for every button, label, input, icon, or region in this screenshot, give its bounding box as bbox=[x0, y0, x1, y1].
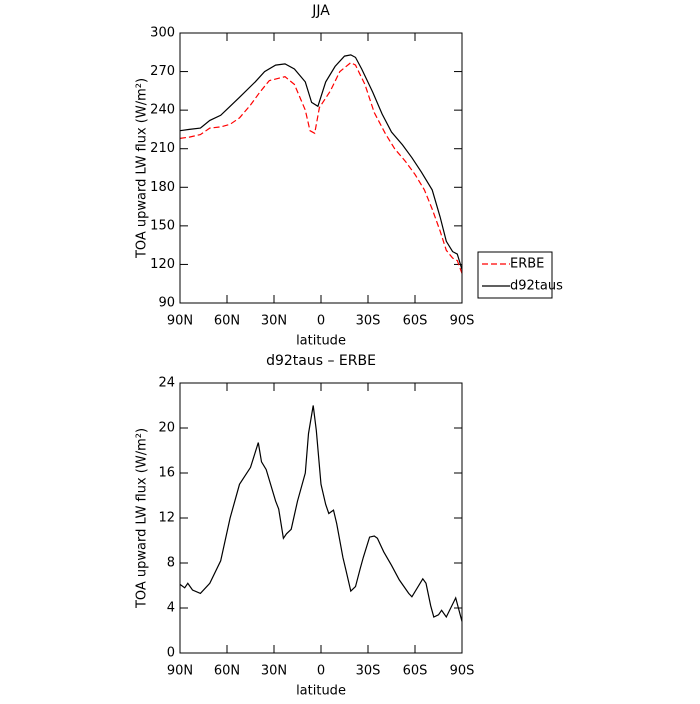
y-tick-label: 300 bbox=[150, 26, 175, 41]
data-line bbox=[179, 405, 463, 622]
y-tick-label: 150 bbox=[150, 218, 175, 233]
x-tick-label: 90S bbox=[450, 314, 475, 329]
y-tick-label: 90 bbox=[158, 296, 175, 311]
chart-panel: JJA latitude TOA upward LW flux (W/m²) 90 12… bbox=[135, 3, 564, 349]
y-tick-label: 12 bbox=[158, 511, 175, 526]
plot-frame bbox=[179, 32, 463, 304]
x-tick-label: 60S bbox=[403, 314, 428, 329]
x-tick-label: 90S bbox=[450, 664, 475, 679]
y-tick-label: 24 bbox=[158, 376, 175, 391]
chart-title: JJA bbox=[311, 3, 330, 19]
y-tick-label: 120 bbox=[150, 257, 175, 272]
x-tick-label: 0 bbox=[317, 664, 325, 679]
legend-label: d92taus bbox=[510, 279, 563, 294]
plot-frame bbox=[179, 382, 463, 654]
chart-panel: d92taus – ERBE latitude TOA upward LW flux… bbox=[135, 353, 475, 699]
x-tick-label: 30S bbox=[356, 664, 381, 679]
y-tick-label: 4 bbox=[167, 601, 175, 616]
y-tick-label: 0 bbox=[167, 646, 175, 661]
chart-title: d92taus – ERBE bbox=[266, 353, 376, 369]
y-tick-label: 8 bbox=[167, 556, 175, 571]
x-tick-label: 0 bbox=[317, 314, 325, 329]
x-tick-label: 60N bbox=[214, 314, 240, 329]
x-tick-label: 60S bbox=[403, 664, 428, 679]
y-tick-label: 240 bbox=[150, 103, 175, 118]
y-tick-label: 16 bbox=[158, 466, 175, 481]
legend-box bbox=[477, 251, 553, 299]
y-tick-label: 20 bbox=[158, 421, 175, 436]
x-tick-label: 60N bbox=[214, 664, 240, 679]
x-tick-label: 30N bbox=[261, 664, 287, 679]
y-axis-label: TOA upward LW flux (W/m²) bbox=[135, 428, 150, 609]
y-tick-label: 210 bbox=[150, 141, 175, 156]
x-tick-label: 30N bbox=[261, 314, 287, 329]
x-tick-label: 90N bbox=[167, 314, 193, 329]
x-tick-label: 30S bbox=[356, 314, 381, 329]
series-line bbox=[179, 54, 463, 270]
y-axis-label: TOA upward LW flux (W/m²) bbox=[135, 78, 150, 259]
legend-label: ERBE bbox=[510, 257, 544, 272]
x-axis-label: latitude bbox=[296, 334, 346, 349]
y-tick-label: 180 bbox=[150, 180, 175, 195]
x-axis-label: latitude bbox=[296, 684, 346, 699]
x-tick-label: 90N bbox=[167, 664, 193, 679]
series-line bbox=[179, 61, 463, 274]
y-tick-label: 270 bbox=[150, 64, 175, 79]
